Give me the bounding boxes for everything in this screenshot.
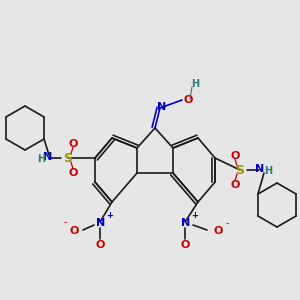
Text: N: N [44,152,52,162]
Text: O: O [230,151,240,161]
Text: H: H [37,154,45,164]
Text: -: - [63,217,67,227]
Text: O: O [230,180,240,190]
Text: H: H [264,166,272,176]
Text: +: + [106,211,113,220]
Text: S: S [236,164,244,176]
Text: N: N [182,218,190,228]
Text: -: - [225,218,229,228]
Text: O: O [95,240,105,250]
Text: N: N [255,164,265,174]
Text: O: O [69,226,79,236]
Text: +: + [191,211,199,220]
Text: N: N [158,102,166,112]
Text: S: S [64,152,73,164]
Text: O: O [183,95,193,105]
Text: O: O [180,240,190,250]
Text: N: N [96,218,106,228]
Text: O: O [68,139,78,149]
Text: H: H [191,79,199,89]
Text: O: O [68,168,78,178]
Text: O: O [213,226,223,236]
